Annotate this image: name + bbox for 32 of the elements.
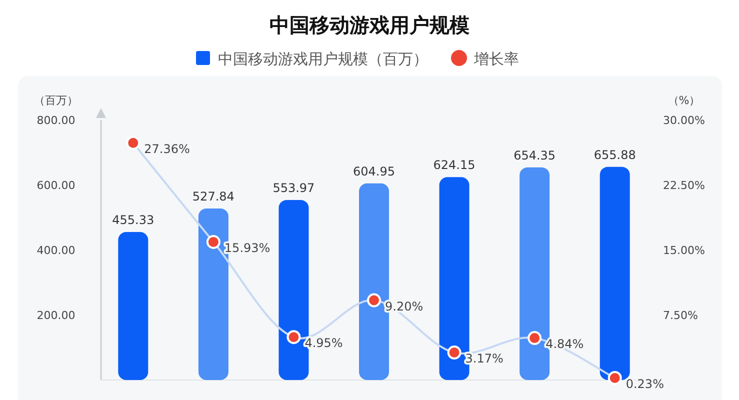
point — [126, 136, 140, 150]
data-label: 654.35 — [514, 148, 556, 162]
data-label: 553.97 — [272, 180, 315, 195]
y-tick-label: 800.00 — [36, 114, 76, 127]
data-label: 604.95 — [353, 164, 395, 178]
y-tick-label: 600.00 — [36, 178, 76, 192]
y2-tick-label: 15.00% — [663, 244, 705, 257]
point — [206, 234, 220, 249]
point — [528, 331, 542, 346]
y-axis-title: （百万） — [34, 94, 78, 107]
data-label: 0.23% — [626, 377, 664, 392]
y2-tick-label: 22.50% — [663, 178, 705, 192]
data-label: 455.33 — [112, 213, 154, 228]
point — [286, 330, 301, 344]
data-label: 624.15 — [433, 158, 476, 172]
legend-label: 增长率 — [473, 50, 519, 68]
bar — [118, 232, 148, 380]
data-label: 655.88 — [594, 148, 636, 162]
point — [367, 293, 381, 308]
bar — [600, 166, 630, 380]
y-tick-label: 400.00 — [36, 244, 76, 257]
y2-tick-label: 30.00% — [663, 114, 705, 127]
y2-tick-label: 7.50% — [663, 308, 698, 322]
data-label: 27.36% — [144, 142, 190, 156]
point — [608, 371, 622, 386]
point — [447, 346, 462, 360]
legend-label: 中国移动游戏用户规模（百万） — [218, 50, 428, 68]
y-tick-label: 200.00 — [36, 308, 76, 322]
data-label: 9.20% — [385, 299, 424, 314]
y2-axis-title: （%） — [668, 94, 700, 107]
data-label: 527.84 — [192, 189, 234, 204]
chart-title: 中国移动游戏用户规模 — [270, 13, 470, 37]
